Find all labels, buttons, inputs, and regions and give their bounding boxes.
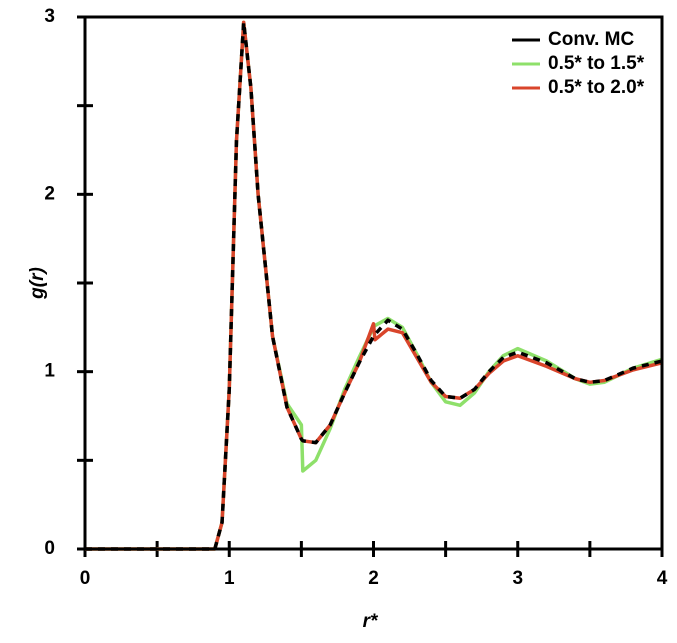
legend-label: Conv. MC [548, 29, 634, 50]
series-line [85, 20, 663, 551]
legend-label: 0.5* to 1.5* [548, 53, 645, 74]
y-tick-label: 3 [44, 6, 55, 27]
y-axis-label: g(r) [27, 267, 48, 300]
series-line [85, 20, 663, 551]
series-line [85, 20, 663, 551]
x-tick-label: 2 [368, 568, 379, 589]
y-tick-label: 0 [44, 538, 55, 559]
y-tick-label: 1 [44, 361, 55, 382]
plot-frame [83, 15, 664, 551]
legend-label: 0.5* to 2.0* [548, 77, 645, 98]
x-tick-label: 1 [224, 568, 235, 589]
y-tick-label: 2 [44, 183, 55, 204]
x-tick-label: 3 [512, 568, 523, 589]
x-tick-label: 4 [657, 568, 668, 589]
x-tick-label: 0 [80, 568, 91, 589]
x-axis-label: r* [363, 611, 379, 632]
